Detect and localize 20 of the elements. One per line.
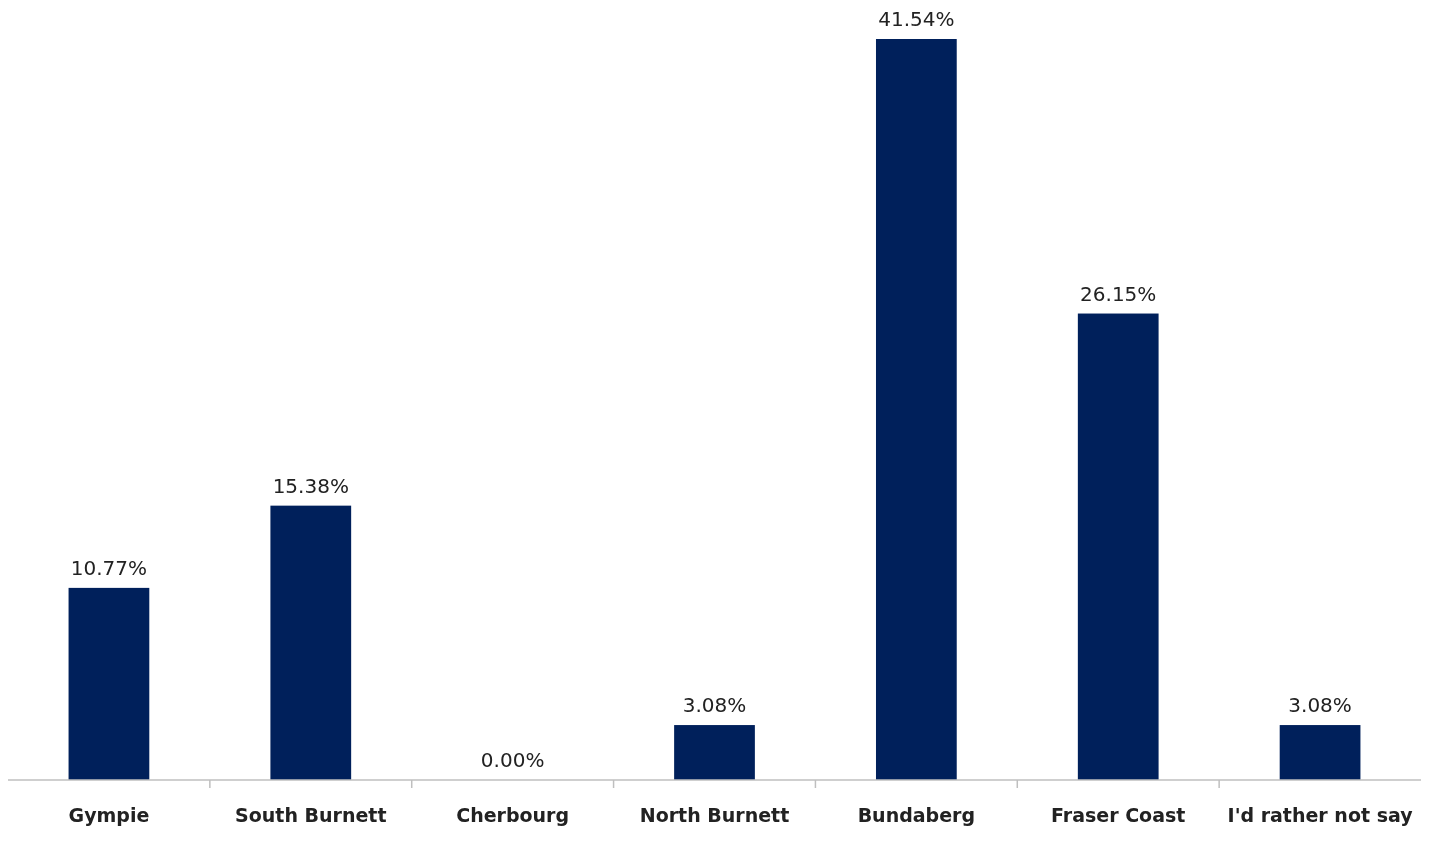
data-label: 15.38% <box>272 473 349 498</box>
x-tick-label: Fraser Coast <box>1051 804 1186 826</box>
bar <box>1077 313 1159 780</box>
data-label: 3.08% <box>1288 693 1352 718</box>
x-tick-label: North Burnett <box>639 804 790 826</box>
data-label: 26.15% <box>1080 281 1157 306</box>
data-label: 0.00% <box>480 748 545 772</box>
x-tick-label: I'd rather not say <box>1227 804 1414 826</box>
x-tick-label: Bundaberg <box>857 804 976 826</box>
data-label: 41.54% <box>878 7 955 31</box>
bar <box>674 725 755 780</box>
bar <box>270 505 352 780</box>
bar <box>68 587 150 780</box>
x-tick-label: South Burnett <box>235 804 387 826</box>
data-label: 10.77% <box>70 555 148 580</box>
x-tick-label: Gympie <box>68 804 150 826</box>
bar <box>875 39 957 780</box>
x-tick-label: Cherbourg <box>456 804 570 826</box>
data-label: 3.08% <box>682 693 747 718</box>
bar <box>1279 725 1361 780</box>
